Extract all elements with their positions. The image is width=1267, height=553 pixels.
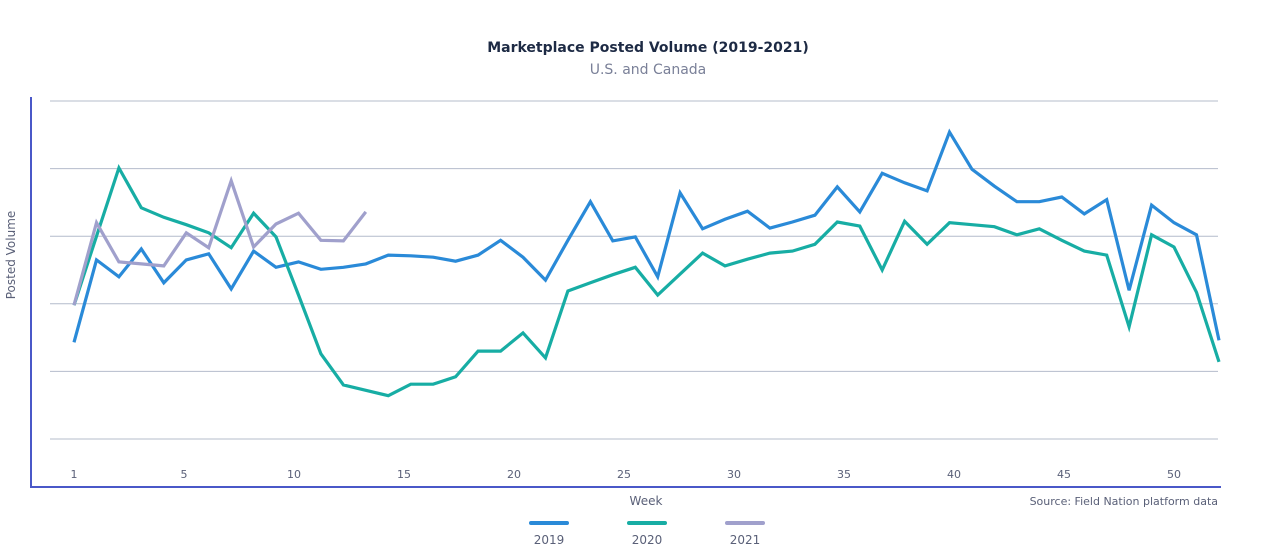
- x-tick-label: 30: [727, 468, 741, 481]
- x-tick-label: 25: [617, 468, 631, 481]
- legend-label: 2019: [534, 533, 565, 547]
- series-line-2020: [72, 163, 1221, 398]
- x-tick-label: 35: [837, 468, 851, 481]
- series-lines: [72, 128, 1221, 398]
- x-tick-label: 10: [287, 468, 301, 481]
- x-axis-label: Week: [630, 494, 663, 508]
- x-tick-label: 40: [947, 468, 961, 481]
- chart-title: Marketplace Posted Volume (2019-2021): [487, 40, 809, 56]
- x-tick-labels: 1 5 10 15 20 25 30 35 40 45 50: [71, 468, 1182, 481]
- y-axis-label: Posted Volume: [4, 211, 18, 300]
- gridlines: [50, 100, 1218, 440]
- legend: 2019 2020 2021: [529, 521, 765, 547]
- x-tick-label: 20: [507, 468, 521, 481]
- series-line-2021: [72, 175, 368, 306]
- legend-label: 2020: [632, 533, 663, 547]
- chart-subtitle: U.S. and Canada: [590, 62, 707, 78]
- x-tick-label: 15: [397, 468, 411, 481]
- x-tick-label: 45: [1057, 468, 1071, 481]
- series-line-2019: [72, 128, 1221, 343]
- x-tick-label: 5: [181, 468, 188, 481]
- x-tick-label: 1: [71, 468, 78, 481]
- source-note: Source: Field Nation platform data: [1030, 495, 1218, 508]
- legend-label: 2021: [730, 533, 761, 547]
- x-tick-label: 50: [1167, 468, 1181, 481]
